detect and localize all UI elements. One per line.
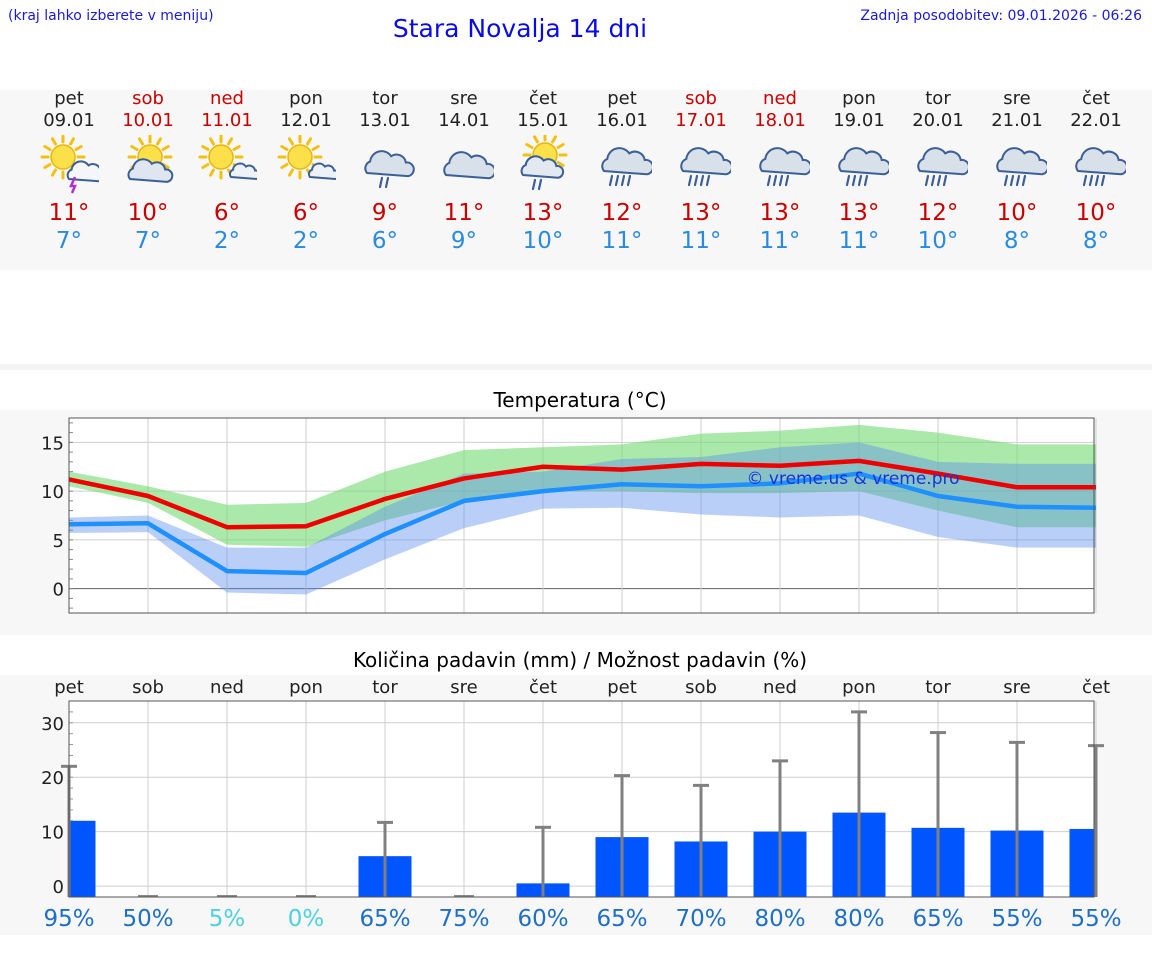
sun-cloud-icon	[127, 135, 174, 183]
cloud-light-rain-icon	[364, 150, 415, 189]
min-temp: 11°	[838, 228, 880, 254]
sun-small-cloud-icon	[277, 135, 336, 180]
min-temp: 8°	[1003, 228, 1031, 254]
day-date: 09.01	[43, 110, 95, 131]
max-temp: 13°	[838, 200, 880, 226]
day-name: tor	[372, 88, 398, 109]
temperature-chart-title: Temperatura (°C)	[493, 388, 667, 412]
min-temp: 9°	[450, 228, 478, 254]
max-temp: 9°	[371, 200, 399, 226]
max-temp: 13°	[522, 200, 564, 226]
max-temp: 11°	[48, 200, 90, 226]
min-temp: 6°	[371, 228, 399, 254]
min-temp: 7°	[134, 228, 162, 254]
sun-cloud-light-rain-icon	[520, 135, 568, 191]
max-temp: 11°	[443, 200, 485, 226]
min-temp: 11°	[601, 228, 643, 254]
min-temp: 8°	[1082, 228, 1110, 254]
max-temp: 6°	[213, 200, 241, 226]
day-column: sob 17.01 13° 11°	[662, 88, 741, 255]
day-column: čet 22.01 10° 8°	[1057, 88, 1136, 255]
day-column: sre 21.01 10° 8°	[978, 88, 1057, 255]
max-temp: 6°	[292, 200, 320, 226]
min-temp: 11°	[759, 228, 801, 254]
day-column: tor 20.01 12° 10°	[899, 88, 978, 255]
min-temp: 2°	[213, 228, 241, 254]
day-name: sob	[685, 88, 717, 109]
day-date: 21.01	[991, 110, 1043, 131]
day-name: sre	[1003, 88, 1031, 109]
day-name: sob	[132, 88, 164, 109]
day-column: pet 16.01 12° 11°	[583, 88, 662, 255]
day-name: ned	[210, 88, 244, 109]
day-date: 14.01	[438, 110, 490, 131]
day-name: tor	[925, 88, 951, 109]
day-date: 10.01	[122, 110, 174, 131]
day-date: 16.01	[596, 110, 648, 131]
precipitation-chart-title: Količina padavin (mm) / Možnost padavin …	[352, 648, 808, 672]
max-temp: 13°	[680, 200, 722, 226]
min-temp: 11°	[680, 228, 722, 254]
day-column: ned 11.01 6° 2°	[188, 88, 267, 255]
day-date: 20.01	[912, 110, 964, 131]
day-name: čet	[1081, 88, 1111, 109]
min-temp: 7°	[55, 228, 83, 254]
max-temp: 10°	[127, 200, 169, 226]
day-name: pet	[54, 88, 84, 109]
cloud-rain-icon	[917, 147, 968, 187]
day-date: 11.01	[201, 110, 253, 131]
day-column: ned 18.01 13° 11°	[741, 88, 820, 255]
min-temp: 10°	[917, 228, 959, 254]
day-column: tor 13.01 9° 6°	[346, 88, 425, 255]
temperature-chart-band	[0, 410, 1152, 635]
cloud-icon	[443, 151, 494, 180]
min-temp: 2°	[292, 228, 320, 254]
cloud-rain-icon	[838, 147, 889, 187]
day-name: sre	[450, 88, 478, 109]
day-name: čet	[528, 88, 558, 109]
day-column: pon 19.01 13° 11°	[820, 88, 899, 255]
cloud-rain-icon	[680, 147, 731, 187]
daily-forecast-band	[0, 90, 1152, 270]
day-date: 13.01	[359, 110, 411, 131]
day-column: sre 14.01 11° 9°	[425, 88, 504, 255]
cloud-rain-icon	[1075, 147, 1126, 187]
day-column: čet 15.01 13° 10°	[504, 88, 583, 255]
max-temp: 12°	[601, 200, 643, 226]
precipitation-chart-band	[0, 675, 1152, 935]
day-column: sob 10.01 10° 7°	[109, 88, 188, 255]
location-menu-hint: (kraj lahko izberete v meniju)	[8, 8, 214, 24]
day-date: 19.01	[833, 110, 885, 131]
max-temp: 13°	[759, 200, 801, 226]
day-date: 22.01	[1070, 110, 1122, 131]
day-column: pet 09.01 11° 7°	[30, 88, 109, 255]
max-temp: 10°	[996, 200, 1038, 226]
max-temp: 10°	[1075, 200, 1117, 226]
section-divider	[0, 364, 1152, 370]
sun-cloud-lightning-icon	[40, 135, 99, 194]
day-name: pon	[842, 88, 876, 109]
day-date: 17.01	[675, 110, 727, 131]
sun-small-cloud-icon	[198, 135, 257, 180]
day-column: pon 12.01 6° 2°	[267, 88, 346, 255]
day-date: 18.01	[754, 110, 806, 131]
cloud-rain-icon	[759, 147, 810, 187]
day-name: pet	[607, 88, 637, 109]
cloud-rain-icon	[601, 147, 652, 187]
day-name: ned	[763, 88, 797, 109]
cloud-rain-icon	[996, 147, 1047, 187]
last-updated: Zadnja posodobitev: 09.01.2026 - 06:26	[860, 8, 1142, 24]
page-title: Stara Novalja 14 dni	[392, 14, 648, 43]
min-temp: 10°	[522, 228, 564, 254]
max-temp: 12°	[917, 200, 959, 226]
day-date: 15.01	[517, 110, 569, 131]
day-date: 12.01	[280, 110, 332, 131]
day-name: pon	[289, 88, 323, 109]
